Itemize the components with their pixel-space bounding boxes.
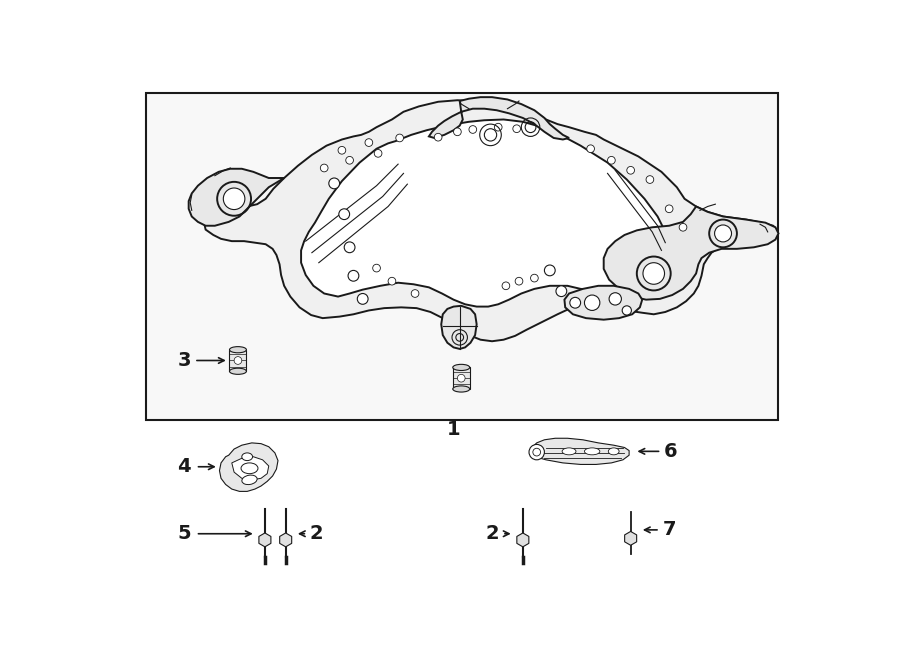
Circle shape bbox=[643, 263, 664, 284]
Circle shape bbox=[680, 224, 687, 231]
Ellipse shape bbox=[230, 347, 247, 353]
Ellipse shape bbox=[453, 364, 470, 371]
Ellipse shape bbox=[242, 453, 253, 461]
Ellipse shape bbox=[242, 475, 257, 485]
Circle shape bbox=[587, 145, 595, 152]
Polygon shape bbox=[564, 286, 643, 320]
Polygon shape bbox=[625, 532, 636, 545]
Circle shape bbox=[570, 297, 580, 308]
Circle shape bbox=[469, 126, 477, 133]
Circle shape bbox=[373, 264, 381, 272]
Circle shape bbox=[234, 357, 242, 364]
Circle shape bbox=[374, 150, 382, 157]
Text: 7: 7 bbox=[662, 520, 676, 540]
Circle shape bbox=[338, 209, 349, 220]
Circle shape bbox=[529, 444, 544, 460]
Circle shape bbox=[556, 286, 567, 297]
Text: 3: 3 bbox=[177, 351, 191, 370]
Polygon shape bbox=[517, 533, 529, 547]
Circle shape bbox=[715, 225, 732, 242]
Circle shape bbox=[533, 448, 541, 456]
Circle shape bbox=[622, 306, 632, 315]
Polygon shape bbox=[204, 100, 777, 341]
Circle shape bbox=[584, 295, 600, 310]
Circle shape bbox=[626, 166, 634, 174]
Circle shape bbox=[365, 139, 373, 146]
Circle shape bbox=[513, 125, 520, 132]
Circle shape bbox=[435, 133, 442, 141]
Polygon shape bbox=[441, 306, 477, 349]
Circle shape bbox=[665, 205, 673, 213]
Bar bbox=[230, 350, 247, 371]
Text: 1: 1 bbox=[446, 420, 461, 440]
Text: 2: 2 bbox=[485, 524, 499, 544]
Circle shape bbox=[646, 175, 653, 183]
Polygon shape bbox=[280, 533, 292, 547]
Circle shape bbox=[346, 156, 354, 164]
Polygon shape bbox=[530, 438, 629, 465]
Circle shape bbox=[515, 277, 523, 285]
Circle shape bbox=[320, 164, 328, 172]
Circle shape bbox=[396, 134, 403, 142]
Ellipse shape bbox=[453, 386, 470, 392]
Circle shape bbox=[502, 282, 509, 290]
Polygon shape bbox=[259, 533, 271, 547]
Circle shape bbox=[388, 277, 396, 285]
Circle shape bbox=[609, 293, 621, 305]
Circle shape bbox=[344, 242, 355, 253]
Polygon shape bbox=[604, 207, 778, 300]
Circle shape bbox=[454, 128, 462, 136]
Circle shape bbox=[357, 293, 368, 305]
Ellipse shape bbox=[608, 448, 619, 455]
Polygon shape bbox=[189, 169, 284, 226]
Ellipse shape bbox=[241, 463, 258, 474]
Circle shape bbox=[338, 146, 346, 154]
Polygon shape bbox=[302, 119, 668, 307]
Text: 4: 4 bbox=[177, 457, 191, 476]
Circle shape bbox=[531, 274, 538, 282]
Polygon shape bbox=[220, 443, 278, 491]
Text: 5: 5 bbox=[177, 524, 191, 544]
Text: 2: 2 bbox=[310, 524, 323, 544]
Polygon shape bbox=[232, 457, 269, 480]
Circle shape bbox=[457, 374, 465, 382]
Polygon shape bbox=[429, 97, 569, 140]
Ellipse shape bbox=[584, 448, 600, 455]
Ellipse shape bbox=[562, 448, 576, 455]
Bar bbox=[453, 367, 470, 389]
Circle shape bbox=[544, 265, 555, 276]
Circle shape bbox=[608, 156, 616, 164]
Bar bbox=[146, 93, 778, 420]
Circle shape bbox=[223, 188, 245, 210]
Circle shape bbox=[348, 270, 359, 281]
Circle shape bbox=[494, 123, 502, 131]
Text: 6: 6 bbox=[664, 442, 678, 461]
Circle shape bbox=[328, 178, 339, 189]
Circle shape bbox=[411, 290, 418, 297]
Ellipse shape bbox=[230, 368, 247, 374]
